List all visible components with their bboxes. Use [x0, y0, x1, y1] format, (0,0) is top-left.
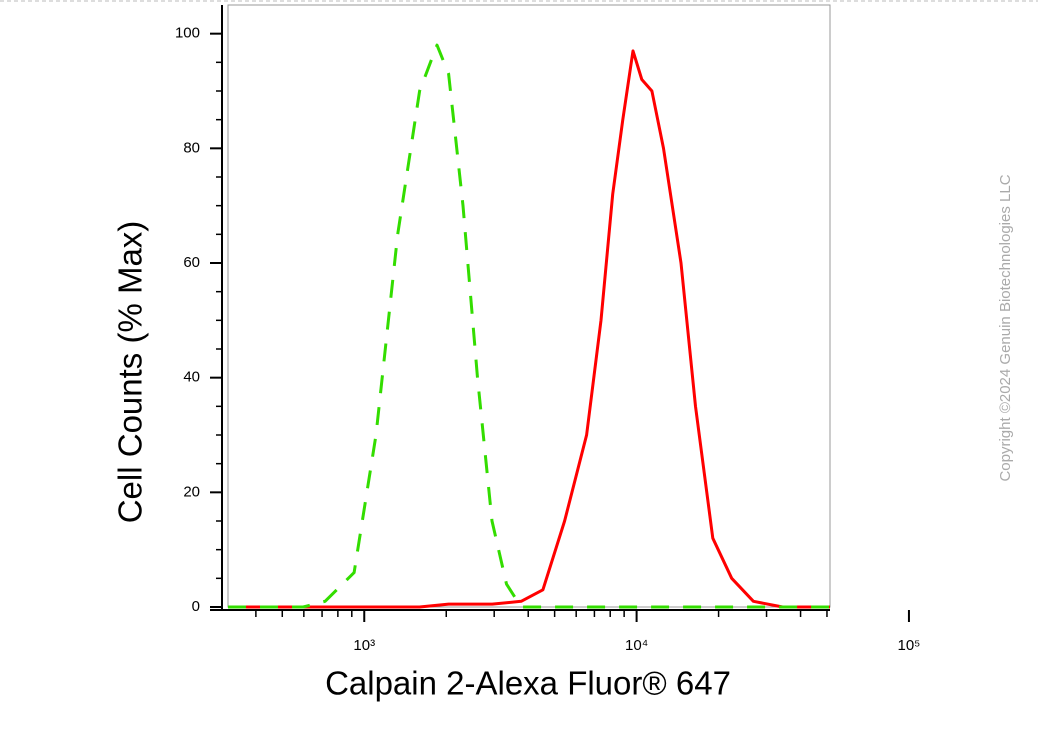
y-tick-label: 80 [183, 139, 200, 156]
series-line [228, 43, 830, 609]
watermark: Copyright ©2024 Genuin Biotechnologies L… [997, 174, 1014, 481]
y-tick-label: 20 [183, 483, 200, 500]
y-tick-label: 0 [192, 598, 200, 615]
plot-frame [227, 4, 831, 608]
y-tick-label: 40 [183, 369, 200, 386]
x-axis-label: Calpain 2-Alexa Fluor® 647 [325, 665, 731, 702]
y-tick-label: 100 [175, 25, 200, 42]
y-axis-label: Cell Counts (% Max) [112, 221, 149, 524]
series-line [228, 49, 830, 609]
y-tick-label: 60 [183, 254, 200, 271]
x-tick-label: 10⁵ [897, 637, 920, 654]
x-tick-label: 10³ [353, 637, 375, 654]
x-tick-label: 10⁴ [625, 637, 648, 654]
